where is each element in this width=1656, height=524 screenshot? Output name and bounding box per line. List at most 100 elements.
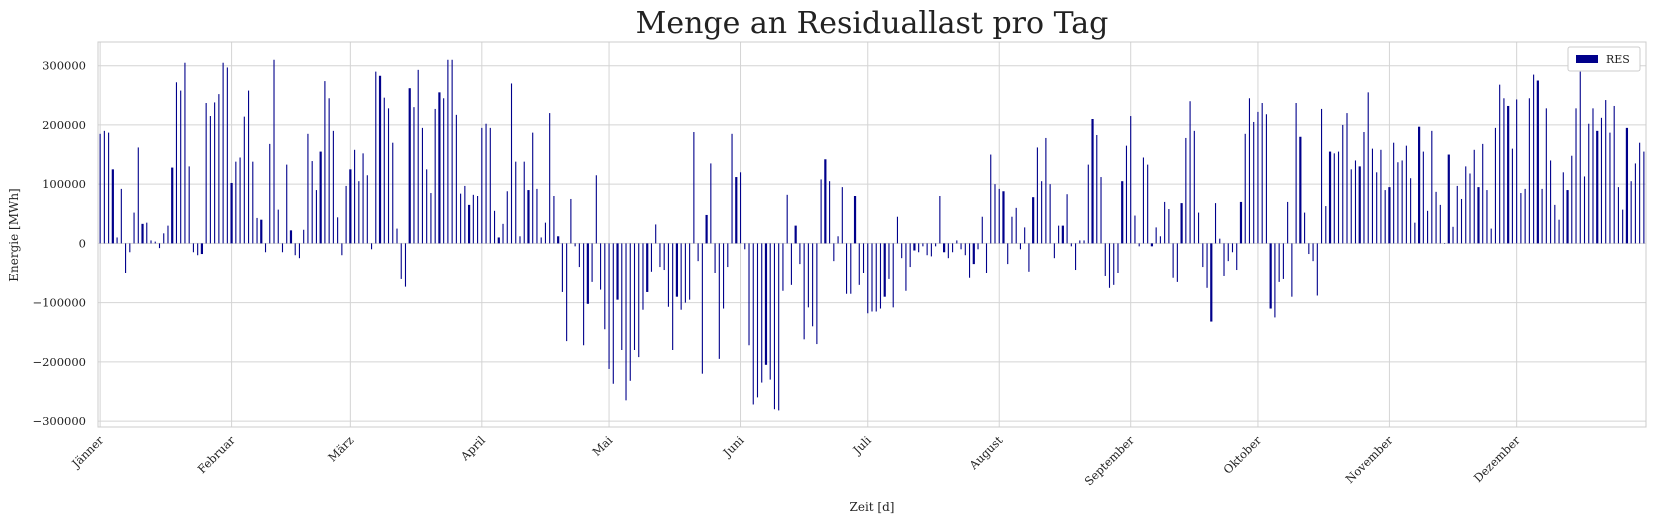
bar bbox=[782, 243, 784, 291]
bar bbox=[888, 243, 890, 279]
bar bbox=[307, 133, 309, 244]
bar bbox=[1435, 191, 1437, 244]
bar bbox=[1342, 124, 1344, 244]
bar bbox=[197, 243, 199, 256]
bar bbox=[332, 130, 334, 244]
bar bbox=[867, 243, 869, 314]
bar bbox=[727, 243, 729, 268]
bar bbox=[1291, 243, 1293, 297]
bar bbox=[1579, 71, 1581, 244]
bar bbox=[1150, 243, 1154, 247]
bar bbox=[400, 243, 402, 279]
bar bbox=[175, 82, 178, 244]
bar bbox=[125, 243, 127, 273]
bar bbox=[1592, 108, 1594, 244]
bar bbox=[413, 107, 415, 244]
bar bbox=[871, 243, 873, 312]
bar bbox=[362, 153, 364, 244]
bar bbox=[497, 237, 500, 244]
bar bbox=[1452, 226, 1454, 244]
bar bbox=[1444, 243, 1446, 244]
bar bbox=[1536, 80, 1539, 244]
bar bbox=[460, 193, 462, 244]
bar bbox=[1219, 238, 1221, 244]
bar bbox=[1337, 151, 1340, 244]
bar bbox=[824, 159, 827, 244]
bar bbox=[841, 187, 843, 244]
bar bbox=[566, 243, 568, 342]
x-tick-label: Februar bbox=[195, 433, 238, 476]
bar bbox=[1138, 243, 1140, 247]
bar bbox=[1091, 119, 1094, 244]
bar bbox=[1002, 191, 1005, 244]
bar bbox=[1473, 149, 1475, 244]
bar bbox=[1096, 134, 1098, 244]
bar bbox=[1015, 207, 1017, 244]
bar bbox=[1583, 176, 1586, 244]
bar bbox=[1503, 98, 1505, 244]
bar bbox=[561, 243, 563, 292]
bar bbox=[120, 188, 122, 244]
bar bbox=[540, 237, 542, 244]
bar bbox=[1269, 243, 1272, 309]
bar bbox=[493, 210, 496, 244]
bar bbox=[739, 172, 742, 244]
bar bbox=[1545, 108, 1547, 244]
bar bbox=[837, 236, 839, 244]
bar bbox=[633, 243, 636, 350]
bar bbox=[1214, 203, 1217, 244]
bar bbox=[404, 243, 407, 287]
x-tick-label: Juni bbox=[720, 433, 747, 460]
bar bbox=[829, 181, 831, 244]
bar bbox=[345, 185, 347, 244]
bar bbox=[1596, 130, 1599, 244]
bar bbox=[947, 243, 949, 259]
bar bbox=[1121, 181, 1124, 244]
bar bbox=[1287, 201, 1289, 244]
bar bbox=[786, 194, 788, 244]
bar bbox=[222, 62, 224, 244]
bar bbox=[510, 83, 513, 244]
bar bbox=[1198, 212, 1200, 244]
bar bbox=[608, 243, 610, 369]
bar bbox=[1117, 243, 1119, 273]
bar bbox=[693, 132, 695, 244]
bar bbox=[1328, 151, 1332, 244]
bar bbox=[1613, 105, 1615, 244]
bar bbox=[1367, 92, 1369, 244]
chart-title: Menge an Residuallast pro Tag bbox=[636, 6, 1109, 41]
bar bbox=[477, 196, 479, 244]
bar bbox=[243, 116, 245, 244]
bar bbox=[714, 243, 716, 273]
bar bbox=[447, 59, 449, 244]
bar bbox=[315, 190, 317, 244]
bar bbox=[158, 243, 161, 249]
bar bbox=[1274, 243, 1276, 318]
bar bbox=[629, 243, 631, 381]
bar bbox=[1295, 103, 1297, 244]
bar bbox=[1405, 145, 1407, 244]
bar bbox=[1066, 194, 1068, 244]
bar bbox=[430, 193, 432, 244]
bar bbox=[408, 88, 411, 244]
x-tick-label: März bbox=[325, 433, 356, 464]
bar bbox=[1639, 142, 1641, 244]
bar bbox=[930, 243, 932, 257]
bar bbox=[731, 133, 733, 244]
y-tick-label: −300000 bbox=[32, 414, 86, 428]
bar bbox=[684, 243, 686, 303]
bar bbox=[235, 161, 237, 244]
bar bbox=[1371, 148, 1373, 244]
bar bbox=[1600, 117, 1603, 244]
bar bbox=[1486, 190, 1488, 244]
bar bbox=[277, 209, 279, 244]
x-tick-label: Juli bbox=[850, 433, 875, 458]
bar bbox=[324, 81, 326, 244]
bar bbox=[358, 181, 360, 244]
bar bbox=[485, 123, 487, 244]
bar bbox=[1070, 243, 1072, 247]
bar bbox=[1350, 169, 1352, 244]
bar bbox=[489, 127, 491, 244]
y-axis-label: Energie [MWh] bbox=[7, 188, 21, 281]
